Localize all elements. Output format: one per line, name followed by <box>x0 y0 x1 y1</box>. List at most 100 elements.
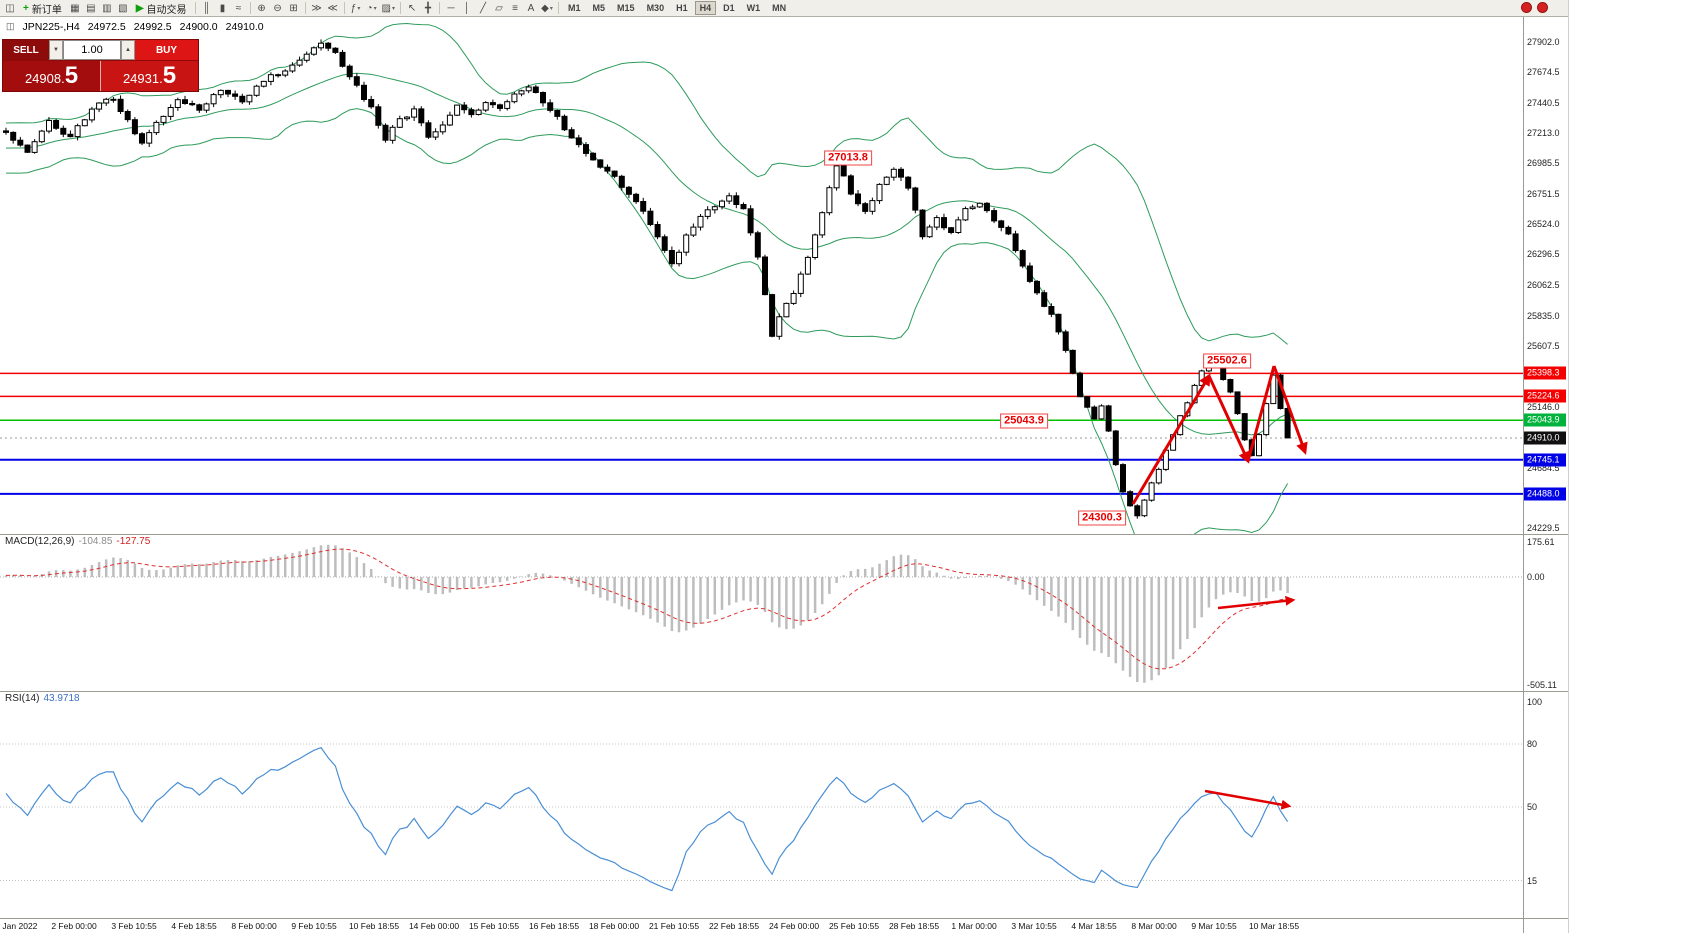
macd-histogram <box>4 544 1289 683</box>
time-axis[interactable]: 31 Jan 2022 2 Feb 00:00 3 Feb 10:55 4 Feb 1… <box>0 918 1568 933</box>
panel-separator-macd[interactable] <box>0 534 1568 535</box>
panel-separator-time[interactable] <box>0 918 1568 919</box>
chart-ohlc-header: ◫ JPN225-,H4 24972.5 24992.5 24900.0 249… <box>6 21 264 33</box>
buy-button[interactable]: BUY <box>135 40 198 60</box>
price-annotation[interactable]: 25502.6 <box>1203 353 1251 369</box>
zoom-in-icon[interactable]: ⊕ <box>257 2 266 14</box>
chevron-down-icon: ▾ <box>549 5 553 12</box>
terminal-icon[interactable]: ▥ <box>102 2 112 14</box>
price-axis-label: 25607.5 <box>1527 340 1560 351</box>
price-axis-tag: 25398.3 <box>1524 366 1566 380</box>
text-label-icon[interactable]: A <box>527 2 535 14</box>
chart-icon-small: ◫ <box>6 21 15 31</box>
volume-input[interactable] <box>63 40 121 60</box>
ohlc-low: 24900.0 <box>179 21 218 33</box>
time-axis-label: 9 Mar 10:55 <box>1191 921 1237 931</box>
vertical-line-icon[interactable]: │ <box>463 2 471 14</box>
timeframe-m1[interactable]: M1 <box>568 3 581 13</box>
indicators-icon[interactable]: ƒ ▾ <box>350 2 361 14</box>
buy-price-button[interactable]: 24931. 5 <box>101 61 198 91</box>
rsi-panel-canvas[interactable] <box>0 691 1523 918</box>
chevron-down-icon: ▾ <box>373 5 377 12</box>
chart-window-icon[interactable]: ◫ <box>5 2 15 14</box>
price-axis-separator <box>1523 17 1524 933</box>
channel-icon[interactable]: ▱ <box>495 2 503 14</box>
chart-shift-icon[interactable]: ≪ <box>327 2 338 14</box>
trend-arrows <box>1131 365 1308 505</box>
auto-trading-button[interactable]: ▶ 自动交易 <box>131 1 192 16</box>
macd-panel-canvas[interactable] <box>0 534 1523 691</box>
timeframe-m5[interactable]: M5 <box>592 3 606 13</box>
trade-panel-price-row: 24908. 5 24931. 5 <box>3 60 198 91</box>
rsi-value: 43.9718 <box>43 693 80 704</box>
trend-arrow[interactable] <box>1246 365 1276 462</box>
window-right-border <box>1568 0 1569 933</box>
rsi-line <box>5 746 1289 892</box>
main-chart-canvas[interactable] <box>0 17 1523 534</box>
navigator-icon[interactable]: ▤ <box>86 2 96 14</box>
cursor-icon[interactable]: ↖ <box>407 2 417 14</box>
trend-arrow[interactable] <box>1131 373 1211 505</box>
macd-indicator-label: MACD(12,26,9) -104.85 -127.75 <box>5 536 150 547</box>
shapes-icon[interactable]: ◆ ▾ <box>541 2 553 14</box>
rsi-trend-arrow[interactable] <box>1204 789 1292 810</box>
volume-up-button[interactable]: ▲ <box>121 40 135 60</box>
time-axis-label: 2 Feb 00:00 <box>51 921 97 931</box>
sell-price-button[interactable]: 24908. 5 <box>3 61 101 91</box>
price-axis-label: 26751.5 <box>1527 189 1560 200</box>
time-axis-label: 3 Feb 10:55 <box>111 921 157 931</box>
crosshair-icon[interactable]: ╋ <box>425 2 432 14</box>
time-axis-label: 8 Mar 00:00 <box>1131 921 1177 931</box>
tile-windows-icon[interactable]: ⊞ <box>289 2 298 14</box>
notifications-icon[interactable] <box>1521 2 1532 13</box>
auto-scroll-icon[interactable]: ≫ <box>311 2 322 14</box>
toolbar-separator <box>249 2 251 14</box>
toolbar-separator <box>304 2 306 14</box>
price-annotation[interactable]: 25043.9 <box>1000 413 1048 429</box>
new-order-button[interactable]: + 新订单 <box>18 1 67 16</box>
price-axis-label: 26524.0 <box>1527 219 1560 230</box>
time-axis-label: 9 Feb 10:55 <box>291 921 337 931</box>
price-annotation[interactable]: 24300.3 <box>1078 510 1126 526</box>
toolbar-separator <box>558 2 560 14</box>
strategy-tester-icon[interactable]: ▧ <box>118 2 128 14</box>
market-watch-icon[interactable]: ▦ <box>70 2 80 14</box>
line-chart-icon[interactable]: ≈ <box>235 2 242 14</box>
time-axis-label: 25 Feb 10:55 <box>828 921 880 931</box>
record-icon[interactable] <box>1537 2 1548 13</box>
bar-chart-icon[interactable]: ║ <box>203 2 211 14</box>
trend-arrow[interactable] <box>1207 375 1250 464</box>
sell-price-main: 24908. <box>24 71 65 86</box>
templates-icon[interactable]: ▨ ▾ <box>381 2 396 14</box>
time-axis-label: 1 Mar 00:00 <box>951 921 997 931</box>
trend-arrow[interactable] <box>1272 365 1308 455</box>
timeframe-m15[interactable]: M15 <box>617 3 635 13</box>
trade-panel-top-row: SELL ▼ ▲ BUY <box>3 40 198 60</box>
trendline-icon[interactable]: ╱ <box>480 2 487 14</box>
zoom-out-icon[interactable]: ⊖ <box>273 2 282 14</box>
timeframe-mn[interactable]: MN <box>772 3 787 13</box>
symbol-period-label: JPN225-,H4 <box>22 21 80 33</box>
price-annotation[interactable]: 27013.8 <box>824 150 872 166</box>
timeframe-d1[interactable]: D1 <box>723 3 735 13</box>
sell-button[interactable]: SELL <box>3 40 49 60</box>
horizontal-line-icon[interactable]: ─ <box>447 2 455 14</box>
timeframe-w1[interactable]: W1 <box>746 3 761 13</box>
rsi-axis-label: 50 <box>1527 802 1538 812</box>
fibonacci-icon[interactable]: ≡ <box>512 2 518 14</box>
timeframe-m30[interactable]: M30 <box>646 3 665 13</box>
macd-trend-arrow[interactable] <box>1217 595 1296 610</box>
time-axis-label: 18 Feb 00:00 <box>588 921 640 931</box>
periods-icon[interactable]: ◔ ▾ <box>366 2 377 14</box>
candlestick-chart-icon[interactable]: ▮ <box>219 2 226 14</box>
price-axis-label: 25146.0 <box>1527 401 1560 412</box>
timeframe-h4[interactable]: H4 <box>694 1 717 15</box>
volume-down-button[interactable]: ▼ <box>49 40 63 60</box>
one-click-trading-panel: SELL ▼ ▲ BUY 24908.5 24931.5 <box>2 39 199 92</box>
sell-price-big-digit: 5 <box>64 62 79 89</box>
timeframe-h1[interactable]: H1 <box>676 3 688 13</box>
price-axis-label: 27674.5 <box>1527 67 1560 78</box>
time-axis-label: 16 Feb 18:55 <box>528 921 580 931</box>
panel-separator-rsi[interactable] <box>0 691 1568 692</box>
